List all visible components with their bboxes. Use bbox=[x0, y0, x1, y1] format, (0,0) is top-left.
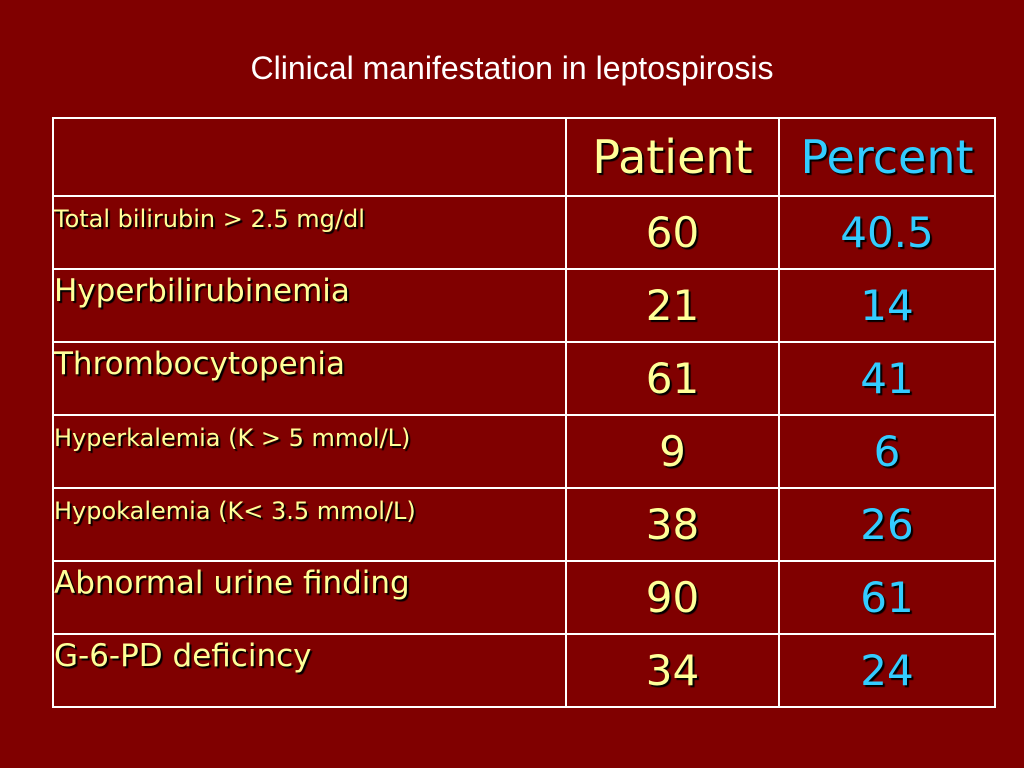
percent-value: 24 bbox=[778, 633, 996, 708]
percent-value: 40.5 bbox=[778, 195, 996, 270]
table-row: Total bilirubin > 2.5 mg/dl 60 40.5 bbox=[52, 195, 996, 270]
table-row: Hypokalemia (K< 3.5 mmol/L) 38 26 bbox=[52, 487, 996, 562]
percent-value: 61 bbox=[778, 560, 996, 635]
header-corner-cell bbox=[52, 117, 567, 197]
table-header-row: Patient Percent bbox=[52, 117, 996, 197]
table-row: Hyperbilirubinemia 21 14 bbox=[52, 268, 996, 343]
slide-title: Clinical manifestation in leptospirosis bbox=[250, 50, 774, 86]
percent-value: 41 bbox=[778, 341, 996, 416]
row-label: Thrombocytopenia bbox=[52, 341, 567, 416]
table-row: Hyperkalemia (K > 5 mmol/L) 9 6 bbox=[52, 414, 996, 489]
row-label: Hyperkalemia (K > 5 mmol/L) bbox=[52, 414, 567, 489]
row-label: Hypokalemia (K< 3.5 mmol/L) bbox=[52, 487, 567, 562]
header-patient: Patient bbox=[565, 117, 780, 197]
patient-value: 60 bbox=[565, 195, 780, 270]
percent-value: 6 bbox=[778, 414, 996, 489]
patient-value: 34 bbox=[565, 633, 780, 708]
percent-value: 26 bbox=[778, 487, 996, 562]
row-label: G-6-PD deficincy bbox=[52, 633, 567, 708]
patient-value: 9 bbox=[565, 414, 780, 489]
row-label: Hyperbilirubinemia bbox=[52, 268, 567, 343]
row-label: Abnormal urine finding bbox=[52, 560, 567, 635]
row-label: Total bilirubin > 2.5 mg/dl bbox=[52, 195, 567, 270]
patient-value: 90 bbox=[565, 560, 780, 635]
patient-value: 61 bbox=[565, 341, 780, 416]
patient-value: 21 bbox=[565, 268, 780, 343]
table-row: Thrombocytopenia 61 41 bbox=[52, 341, 996, 416]
data-table: Patient Percent Total bilirubin > 2.5 mg… bbox=[52, 117, 996, 708]
table-row: G-6-PD deficincy 34 24 bbox=[52, 633, 996, 708]
table-row: Abnormal urine finding 90 61 bbox=[52, 560, 996, 635]
header-percent: Percent bbox=[778, 117, 996, 197]
percent-value: 14 bbox=[778, 268, 996, 343]
patient-value: 38 bbox=[565, 487, 780, 562]
